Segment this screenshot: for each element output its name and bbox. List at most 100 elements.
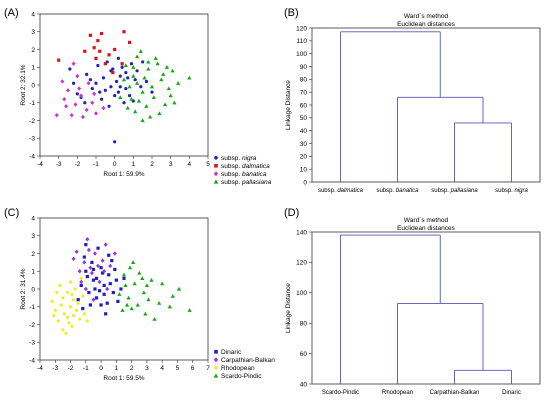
data-point [113, 94, 117, 98]
data-point [79, 93, 84, 98]
data-point [176, 81, 181, 85]
data-point [57, 58, 61, 62]
data-point [116, 56, 120, 60]
x-tick-label: -1 [93, 161, 99, 168]
leaf-label: Dinaric [502, 390, 521, 396]
data-point [70, 292, 74, 296]
x-tick-label: -4 [37, 365, 43, 372]
y-tick-label: 90 [300, 64, 308, 71]
data-point [143, 311, 148, 316]
y-tick-label: -1 [29, 100, 35, 107]
data-point [85, 237, 90, 242]
y-tick-label: 40 [300, 128, 308, 135]
x-tick-label: 0 [99, 365, 103, 372]
legend-marker [214, 156, 218, 160]
data-point [105, 301, 109, 305]
data-point [127, 84, 132, 89]
data-point [146, 66, 151, 71]
plot-frame [39, 13, 209, 157]
data-point [157, 301, 162, 305]
data-point [90, 100, 95, 105]
y-axis-label: Root 2: 31.4% [20, 268, 27, 309]
data-point [73, 287, 77, 291]
data-point [103, 242, 108, 247]
data-point [131, 73, 136, 78]
y-tick-label: 3 [31, 233, 35, 240]
data-point [135, 69, 139, 73]
data-point [97, 289, 102, 293]
data-point [94, 296, 99, 300]
y-axis-label: Linkage Distance [285, 283, 292, 333]
chart-subtitle: Euclidean distances [397, 225, 456, 232]
data-point [129, 62, 134, 66]
legend-label: Dinaric [221, 349, 242, 356]
data-point [91, 278, 96, 282]
legend-label: Rhodopean [221, 365, 255, 372]
y-tick-label: 60 [300, 102, 308, 109]
data-point [72, 81, 76, 85]
y-tick-label: -4 [29, 153, 35, 160]
data-point [136, 98, 142, 103]
legend-marker [214, 350, 218, 354]
data-point [75, 92, 79, 96]
data-point [176, 286, 182, 291]
data-point [83, 49, 87, 53]
data-point [155, 61, 160, 66]
data-point [129, 97, 134, 101]
data-point [170, 68, 175, 73]
y-tick-label: -2 [29, 322, 35, 329]
data-point [187, 308, 192, 312]
data-point [122, 276, 126, 280]
data-point [75, 73, 80, 79]
legend-marker [214, 366, 218, 370]
data-point [103, 88, 107, 92]
data-point [91, 297, 96, 302]
leaf-label: Carpathian-Balkan [430, 390, 480, 396]
data-point [58, 283, 62, 288]
data-point [54, 112, 59, 118]
data-point [59, 303, 63, 307]
x-tick-label: 1 [132, 161, 136, 168]
data-point [86, 81, 91, 86]
data-point [83, 286, 88, 292]
data-point [134, 54, 140, 59]
data-point [84, 107, 89, 113]
data-point [102, 283, 106, 288]
data-point [88, 78, 92, 82]
data-point [119, 287, 123, 291]
data-point [126, 76, 130, 80]
data-point [138, 49, 143, 53]
data-point [113, 47, 117, 52]
data-point [121, 272, 127, 277]
data-point [120, 62, 124, 66]
y-tick-label: -2 [29, 118, 35, 125]
data-point [168, 93, 173, 98]
data-point [66, 88, 70, 93]
data-point [160, 281, 165, 286]
data-point [141, 290, 146, 295]
data-point [94, 56, 98, 60]
data-point [134, 81, 140, 85]
x-tick-label: 4 [160, 365, 164, 372]
data-point [133, 78, 137, 82]
data-point [80, 114, 85, 120]
data-point [139, 85, 143, 89]
data-point [62, 97, 67, 102]
data-point [157, 111, 162, 115]
y-tick-label: 1 [31, 269, 35, 276]
data-point [76, 301, 80, 305]
data-point [90, 86, 94, 91]
data-point [122, 101, 126, 105]
data-point [101, 76, 106, 80]
data-point [98, 90, 102, 94]
x-tick-label: 7 [206, 365, 210, 372]
x-tick-label: 2 [130, 365, 134, 372]
leaf-label: Scardo-Pindic [322, 390, 359, 396]
data-point [92, 251, 97, 256]
leaf-label: subsp. dalmatica [318, 188, 364, 194]
data-point [87, 290, 91, 295]
data-point [100, 258, 105, 263]
data-point [146, 297, 151, 302]
data-point [116, 90, 120, 94]
